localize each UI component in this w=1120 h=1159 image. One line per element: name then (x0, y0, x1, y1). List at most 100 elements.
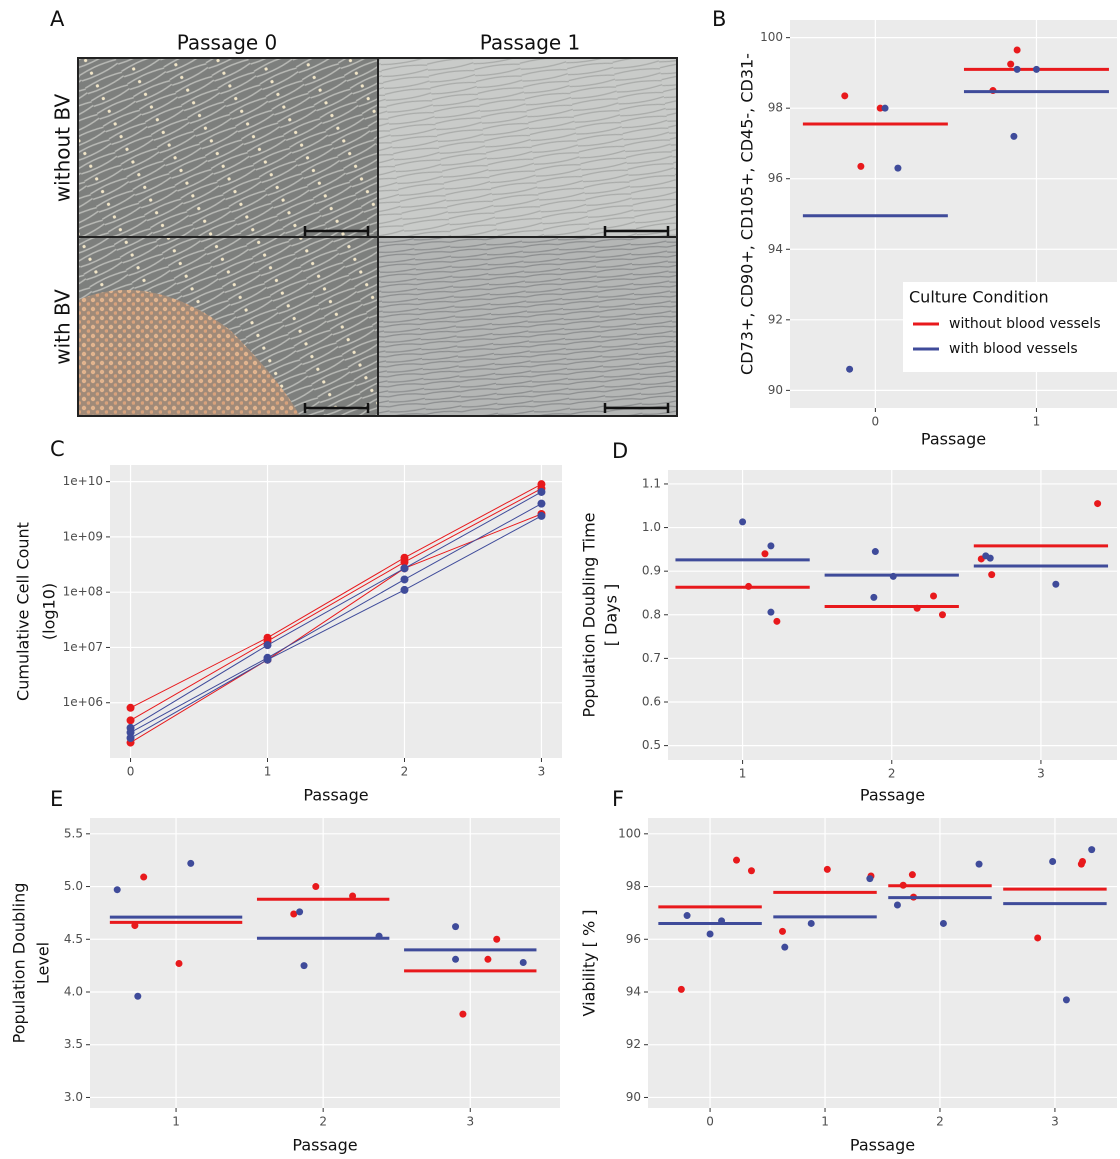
y-tick-label: 92 (626, 1037, 641, 1051)
y-axis-label: Population Doubling (10, 883, 29, 1044)
y-tick-label: 94 (626, 985, 641, 999)
y-tick-label: 98 (768, 101, 783, 115)
data-point (939, 919, 947, 927)
data-point (841, 92, 849, 100)
x-axis-label: Passage (860, 786, 925, 805)
data-point (400, 558, 409, 567)
micrograph (378, 58, 677, 237)
series-line (130, 483, 542, 709)
y-tick-label: 90 (626, 1090, 641, 1104)
panel-letter: E (50, 787, 63, 811)
y-axis-label: Viability [ % ] (580, 909, 599, 1016)
x-tick-label: 3 (466, 1115, 474, 1129)
data-point (134, 992, 142, 1000)
data-point (767, 608, 775, 616)
legend-title: Culture Condition (909, 288, 1049, 307)
y-tick-label: 4.5 (64, 932, 83, 946)
data-point (400, 585, 409, 594)
image-frame (77, 57, 678, 417)
data-point (484, 955, 492, 963)
data-point (938, 611, 946, 619)
data-point (767, 542, 775, 550)
data-point (126, 703, 135, 712)
data-point (745, 582, 753, 590)
x-tick-label: 2 (936, 1115, 944, 1129)
data-point (876, 104, 884, 112)
y-axis-label: CD73+, CD90+, CD105+, CD45-, CD31- (738, 53, 757, 375)
x-tick-label: 1 (1033, 415, 1041, 429)
data-point (747, 867, 755, 875)
y-tick-label: 1e+08 (63, 585, 103, 599)
data-point (1032, 65, 1040, 73)
chart-panel: D 0.5 0.6 0.7 0.8 0.9 1.0 1.1 1 2 3 Passage Populati… (580, 439, 1117, 805)
x-tick-label: 2 (401, 765, 409, 779)
y-tick-label: 5.5 (64, 826, 83, 840)
y-axis-label: (log10) (40, 583, 59, 640)
data-point (986, 554, 994, 562)
data-point (187, 859, 195, 867)
data-point (1049, 858, 1057, 865)
column-label: Passage 0 (177, 31, 278, 55)
data-point (1088, 846, 1096, 854)
x-tick-label: 1 (739, 767, 747, 781)
data-point (899, 881, 907, 889)
data-point (452, 955, 460, 963)
data-point (857, 162, 865, 170)
data-point (140, 873, 148, 881)
panel-letter: A (50, 7, 65, 31)
legend-label: with blood vessels (949, 341, 1078, 357)
data-point (823, 865, 831, 873)
data-point (400, 575, 409, 584)
data-point (677, 985, 685, 993)
x-tick-label: 1 (821, 1115, 829, 1129)
y-tick-label: 3.5 (64, 1037, 83, 1051)
data-point (1013, 46, 1021, 54)
series-line (130, 488, 542, 721)
data-point (493, 935, 501, 943)
y-axis-label: Cumulative Cell Count (14, 522, 33, 701)
y-tick-label: 92 (768, 312, 783, 326)
y-tick-label: 100 (618, 826, 641, 840)
y-tick-label: 1.1 (642, 476, 661, 490)
data-point (296, 908, 304, 916)
y-axis-label: Level (34, 942, 53, 984)
data-point (975, 860, 983, 868)
panel-letter: C (50, 437, 65, 461)
data-point (290, 910, 298, 918)
x-axis-label: Passage (303, 786, 368, 805)
x-axis-label: Passage (921, 430, 986, 449)
x-tick-label: 0 (872, 415, 880, 429)
data-point (807, 919, 815, 927)
y-tick-label: 0.7 (642, 651, 661, 665)
data-point (537, 499, 546, 508)
y-tick-label: 96 (626, 932, 641, 946)
y-tick-label: 1.0 (642, 520, 661, 534)
y-tick-label: 96 (768, 171, 783, 185)
y-tick-label: 5.0 (64, 879, 83, 893)
data-point (1007, 60, 1015, 68)
data-point (312, 883, 320, 891)
data-point (683, 912, 691, 920)
chart-panel: C 1e+06 1e+07 1e+08 1e+09 1e+10 0 1 2 3 Passage Cum… (14, 437, 562, 805)
panel-letter: B (712, 7, 726, 31)
row-label: without BV (51, 94, 75, 203)
scale-bars (303, 226, 670, 413)
data-point (126, 716, 135, 725)
x-axis-label: Passage (292, 1136, 357, 1155)
data-point (761, 550, 769, 558)
y-tick-label: 0.5 (642, 738, 661, 752)
legend-label: without blood vessels (949, 316, 1101, 332)
data-point (881, 104, 889, 112)
data-point (1013, 65, 1021, 73)
data-point (773, 617, 781, 625)
data-point (733, 856, 741, 864)
data-point (988, 571, 996, 579)
data-point (1094, 500, 1102, 508)
plot-background (648, 818, 1117, 1108)
x-tick-label: 2 (319, 1115, 327, 1129)
y-tick-label: 1e+06 (63, 695, 103, 709)
x-tick-label: 3 (1051, 1115, 1059, 1129)
data-point (781, 943, 789, 951)
data-point (452, 923, 460, 931)
x-tick-label: 2 (888, 767, 896, 781)
